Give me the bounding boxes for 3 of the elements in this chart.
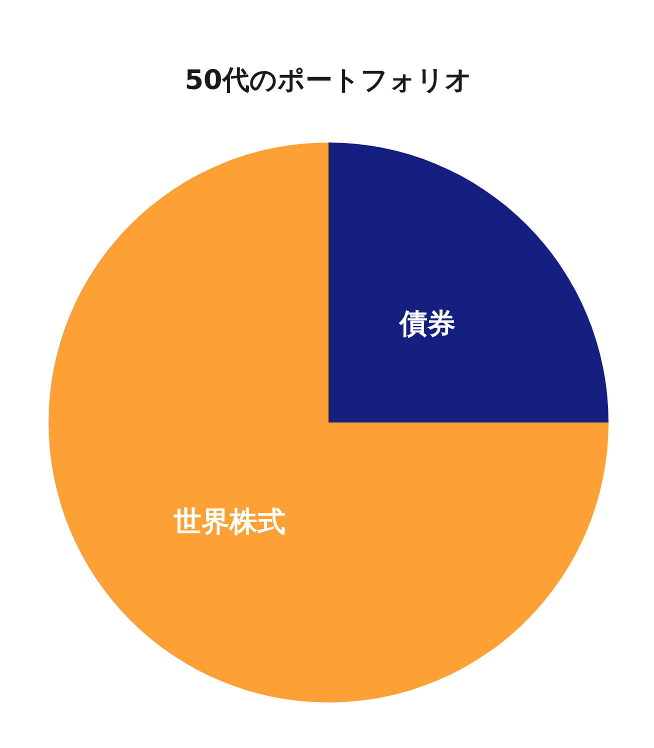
chart-title: 50代のポートフォリオ [184, 65, 472, 96]
slice-label: 債券 [398, 307, 456, 340]
slice-label: 世界株式 [172, 504, 286, 538]
